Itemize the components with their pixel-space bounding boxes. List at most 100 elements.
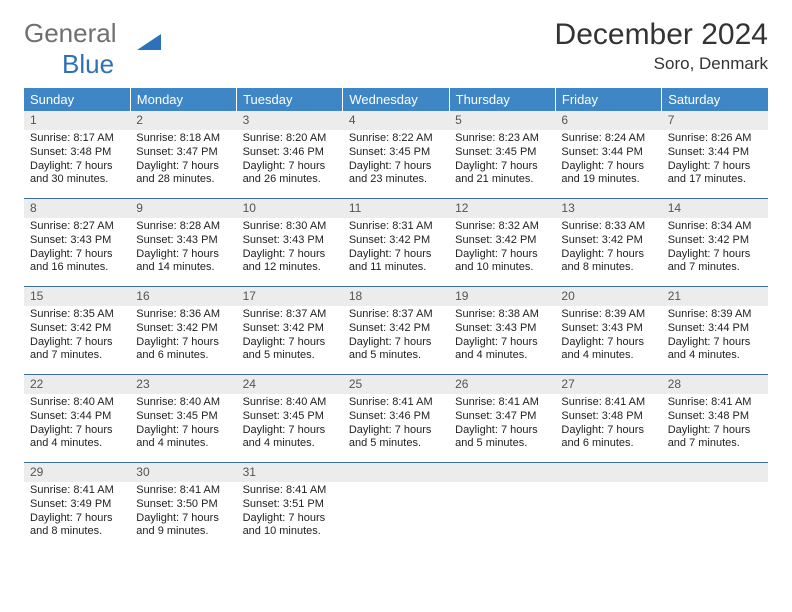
calendar-cell: 12Sunrise: 8:32 AMSunset: 3:42 PMDayligh… [449,198,555,286]
day-details: Sunrise: 8:37 AMSunset: 3:42 PMDaylight:… [237,306,343,374]
day-details: Sunrise: 8:40 AMSunset: 3:45 PMDaylight:… [237,394,343,462]
day-number: 19 [449,286,555,306]
day-details: Sunrise: 8:38 AMSunset: 3:43 PMDaylight:… [449,306,555,374]
day-details: Sunrise: 8:28 AMSunset: 3:43 PMDaylight:… [130,218,236,286]
day-number: 1 [24,111,130,130]
day-details: Sunrise: 8:34 AMSunset: 3:42 PMDaylight:… [662,218,768,286]
calendar-row: 22Sunrise: 8:40 AMSunset: 3:44 PMDayligh… [24,374,768,462]
day-details: Sunrise: 8:41 AMSunset: 3:48 PMDaylight:… [662,394,768,462]
daylight-line: Daylight: 7 hours and 8 minutes. [561,248,655,276]
sunset-line: Sunset: 3:42 PM [349,322,443,336]
sunrise-line: Sunrise: 8:37 AM [349,308,443,322]
sunset-line: Sunset: 3:48 PM [561,410,655,424]
sunset-line: Sunset: 3:44 PM [668,322,762,336]
day-number: 10 [237,198,343,218]
calendar-header-row: Sunday Monday Tuesday Wednesday Thursday… [24,88,768,111]
sunset-line: Sunset: 3:42 PM [30,322,124,336]
daylight-line: Daylight: 7 hours and 10 minutes. [455,248,549,276]
day-number: 5 [449,111,555,130]
weekday-header: Wednesday [343,88,449,111]
day-details: Sunrise: 8:17 AMSunset: 3:48 PMDaylight:… [24,130,130,198]
day-number: 27 [555,374,661,394]
daylight-line: Daylight: 7 hours and 7 minutes. [30,336,124,364]
calendar-cell: 24Sunrise: 8:40 AMSunset: 3:45 PMDayligh… [237,374,343,462]
daylight-line: Daylight: 7 hours and 4 minutes. [136,424,230,452]
calendar-cell: 26Sunrise: 8:41 AMSunset: 3:47 PMDayligh… [449,374,555,462]
daylight-line: Daylight: 7 hours and 30 minutes. [30,160,124,188]
day-number: 28 [662,374,768,394]
calendar-cell: 8Sunrise: 8:27 AMSunset: 3:43 PMDaylight… [24,198,130,286]
day-details: Sunrise: 8:27 AMSunset: 3:43 PMDaylight:… [24,218,130,286]
sunrise-line: Sunrise: 8:41 AM [243,484,337,498]
day-number: 7 [662,111,768,130]
sunset-line: Sunset: 3:44 PM [30,410,124,424]
logo: General Blue [24,18,73,80]
sunset-line: Sunset: 3:48 PM [668,410,762,424]
calendar-cell: 25Sunrise: 8:41 AMSunset: 3:46 PMDayligh… [343,374,449,462]
sunrise-line: Sunrise: 8:41 AM [30,484,124,498]
calendar-row: 1Sunrise: 8:17 AMSunset: 3:48 PMDaylight… [24,111,768,198]
sunset-line: Sunset: 3:45 PM [349,146,443,160]
day-details: Sunrise: 8:33 AMSunset: 3:42 PMDaylight:… [555,218,661,286]
sunrise-line: Sunrise: 8:36 AM [136,308,230,322]
day-details: Sunrise: 8:41 AMSunset: 3:46 PMDaylight:… [343,394,449,462]
day-number: 4 [343,111,449,130]
day-number: 11 [343,198,449,218]
day-number: 25 [343,374,449,394]
header-right: December 2024 Soro, Denmark [555,18,768,74]
month-title: December 2024 [555,18,768,52]
day-number: 16 [130,286,236,306]
daylight-line: Daylight: 7 hours and 11 minutes. [349,248,443,276]
calendar-cell [449,462,555,550]
sunrise-line: Sunrise: 8:38 AM [455,308,549,322]
day-details: Sunrise: 8:18 AMSunset: 3:47 PMDaylight:… [130,130,236,198]
sunrise-line: Sunrise: 8:41 AM [561,396,655,410]
calendar-cell: 19Sunrise: 8:38 AMSunset: 3:43 PMDayligh… [449,286,555,374]
day-details: Sunrise: 8:37 AMSunset: 3:42 PMDaylight:… [343,306,449,374]
calendar-cell: 21Sunrise: 8:39 AMSunset: 3:44 PMDayligh… [662,286,768,374]
daylight-line: Daylight: 7 hours and 5 minutes. [349,336,443,364]
sunset-line: Sunset: 3:49 PM [30,498,124,512]
day-number: 17 [237,286,343,306]
day-number: 22 [24,374,130,394]
day-number: 21 [662,286,768,306]
day-number: 9 [130,198,236,218]
daylight-line: Daylight: 7 hours and 12 minutes. [243,248,337,276]
daylight-line: Daylight: 7 hours and 28 minutes. [136,160,230,188]
daylight-line: Daylight: 7 hours and 4 minutes. [455,336,549,364]
weekday-header: Thursday [449,88,555,111]
day-details: Sunrise: 8:41 AMSunset: 3:47 PMDaylight:… [449,394,555,462]
calendar-cell: 27Sunrise: 8:41 AMSunset: 3:48 PMDayligh… [555,374,661,462]
sunrise-line: Sunrise: 8:27 AM [30,220,124,234]
day-details: Sunrise: 8:39 AMSunset: 3:44 PMDaylight:… [662,306,768,374]
sunrise-line: Sunrise: 8:26 AM [668,132,762,146]
sunrise-line: Sunrise: 8:17 AM [30,132,124,146]
sunrise-line: Sunrise: 8:40 AM [243,396,337,410]
sunrise-line: Sunrise: 8:40 AM [30,396,124,410]
sunset-line: Sunset: 3:47 PM [455,410,549,424]
calendar-cell: 10Sunrise: 8:30 AMSunset: 3:43 PMDayligh… [237,198,343,286]
day-details: Sunrise: 8:39 AMSunset: 3:43 PMDaylight:… [555,306,661,374]
calendar-cell: 6Sunrise: 8:24 AMSunset: 3:44 PMDaylight… [555,111,661,198]
sunset-line: Sunset: 3:43 PM [455,322,549,336]
logo-word-1: General [24,18,117,48]
weekday-header: Friday [555,88,661,111]
daylight-line: Daylight: 7 hours and 4 minutes. [243,424,337,452]
day-number: 3 [237,111,343,130]
daylight-line: Daylight: 7 hours and 14 minutes. [136,248,230,276]
sunset-line: Sunset: 3:42 PM [349,234,443,248]
day-details: Sunrise: 8:31 AMSunset: 3:42 PMDaylight:… [343,218,449,286]
calendar-cell: 28Sunrise: 8:41 AMSunset: 3:48 PMDayligh… [662,374,768,462]
day-number: 29 [24,462,130,482]
day-details: Sunrise: 8:32 AMSunset: 3:42 PMDaylight:… [449,218,555,286]
sunrise-line: Sunrise: 8:20 AM [243,132,337,146]
logo-word-2: Blue [62,49,114,79]
daylight-line: Daylight: 7 hours and 6 minutes. [136,336,230,364]
sunset-line: Sunset: 3:46 PM [243,146,337,160]
sunrise-line: Sunrise: 8:37 AM [243,308,337,322]
day-number: 24 [237,374,343,394]
calendar-cell: 20Sunrise: 8:39 AMSunset: 3:43 PMDayligh… [555,286,661,374]
daylight-line: Daylight: 7 hours and 4 minutes. [30,424,124,452]
calendar-cell: 23Sunrise: 8:40 AMSunset: 3:45 PMDayligh… [130,374,236,462]
sunrise-line: Sunrise: 8:18 AM [136,132,230,146]
